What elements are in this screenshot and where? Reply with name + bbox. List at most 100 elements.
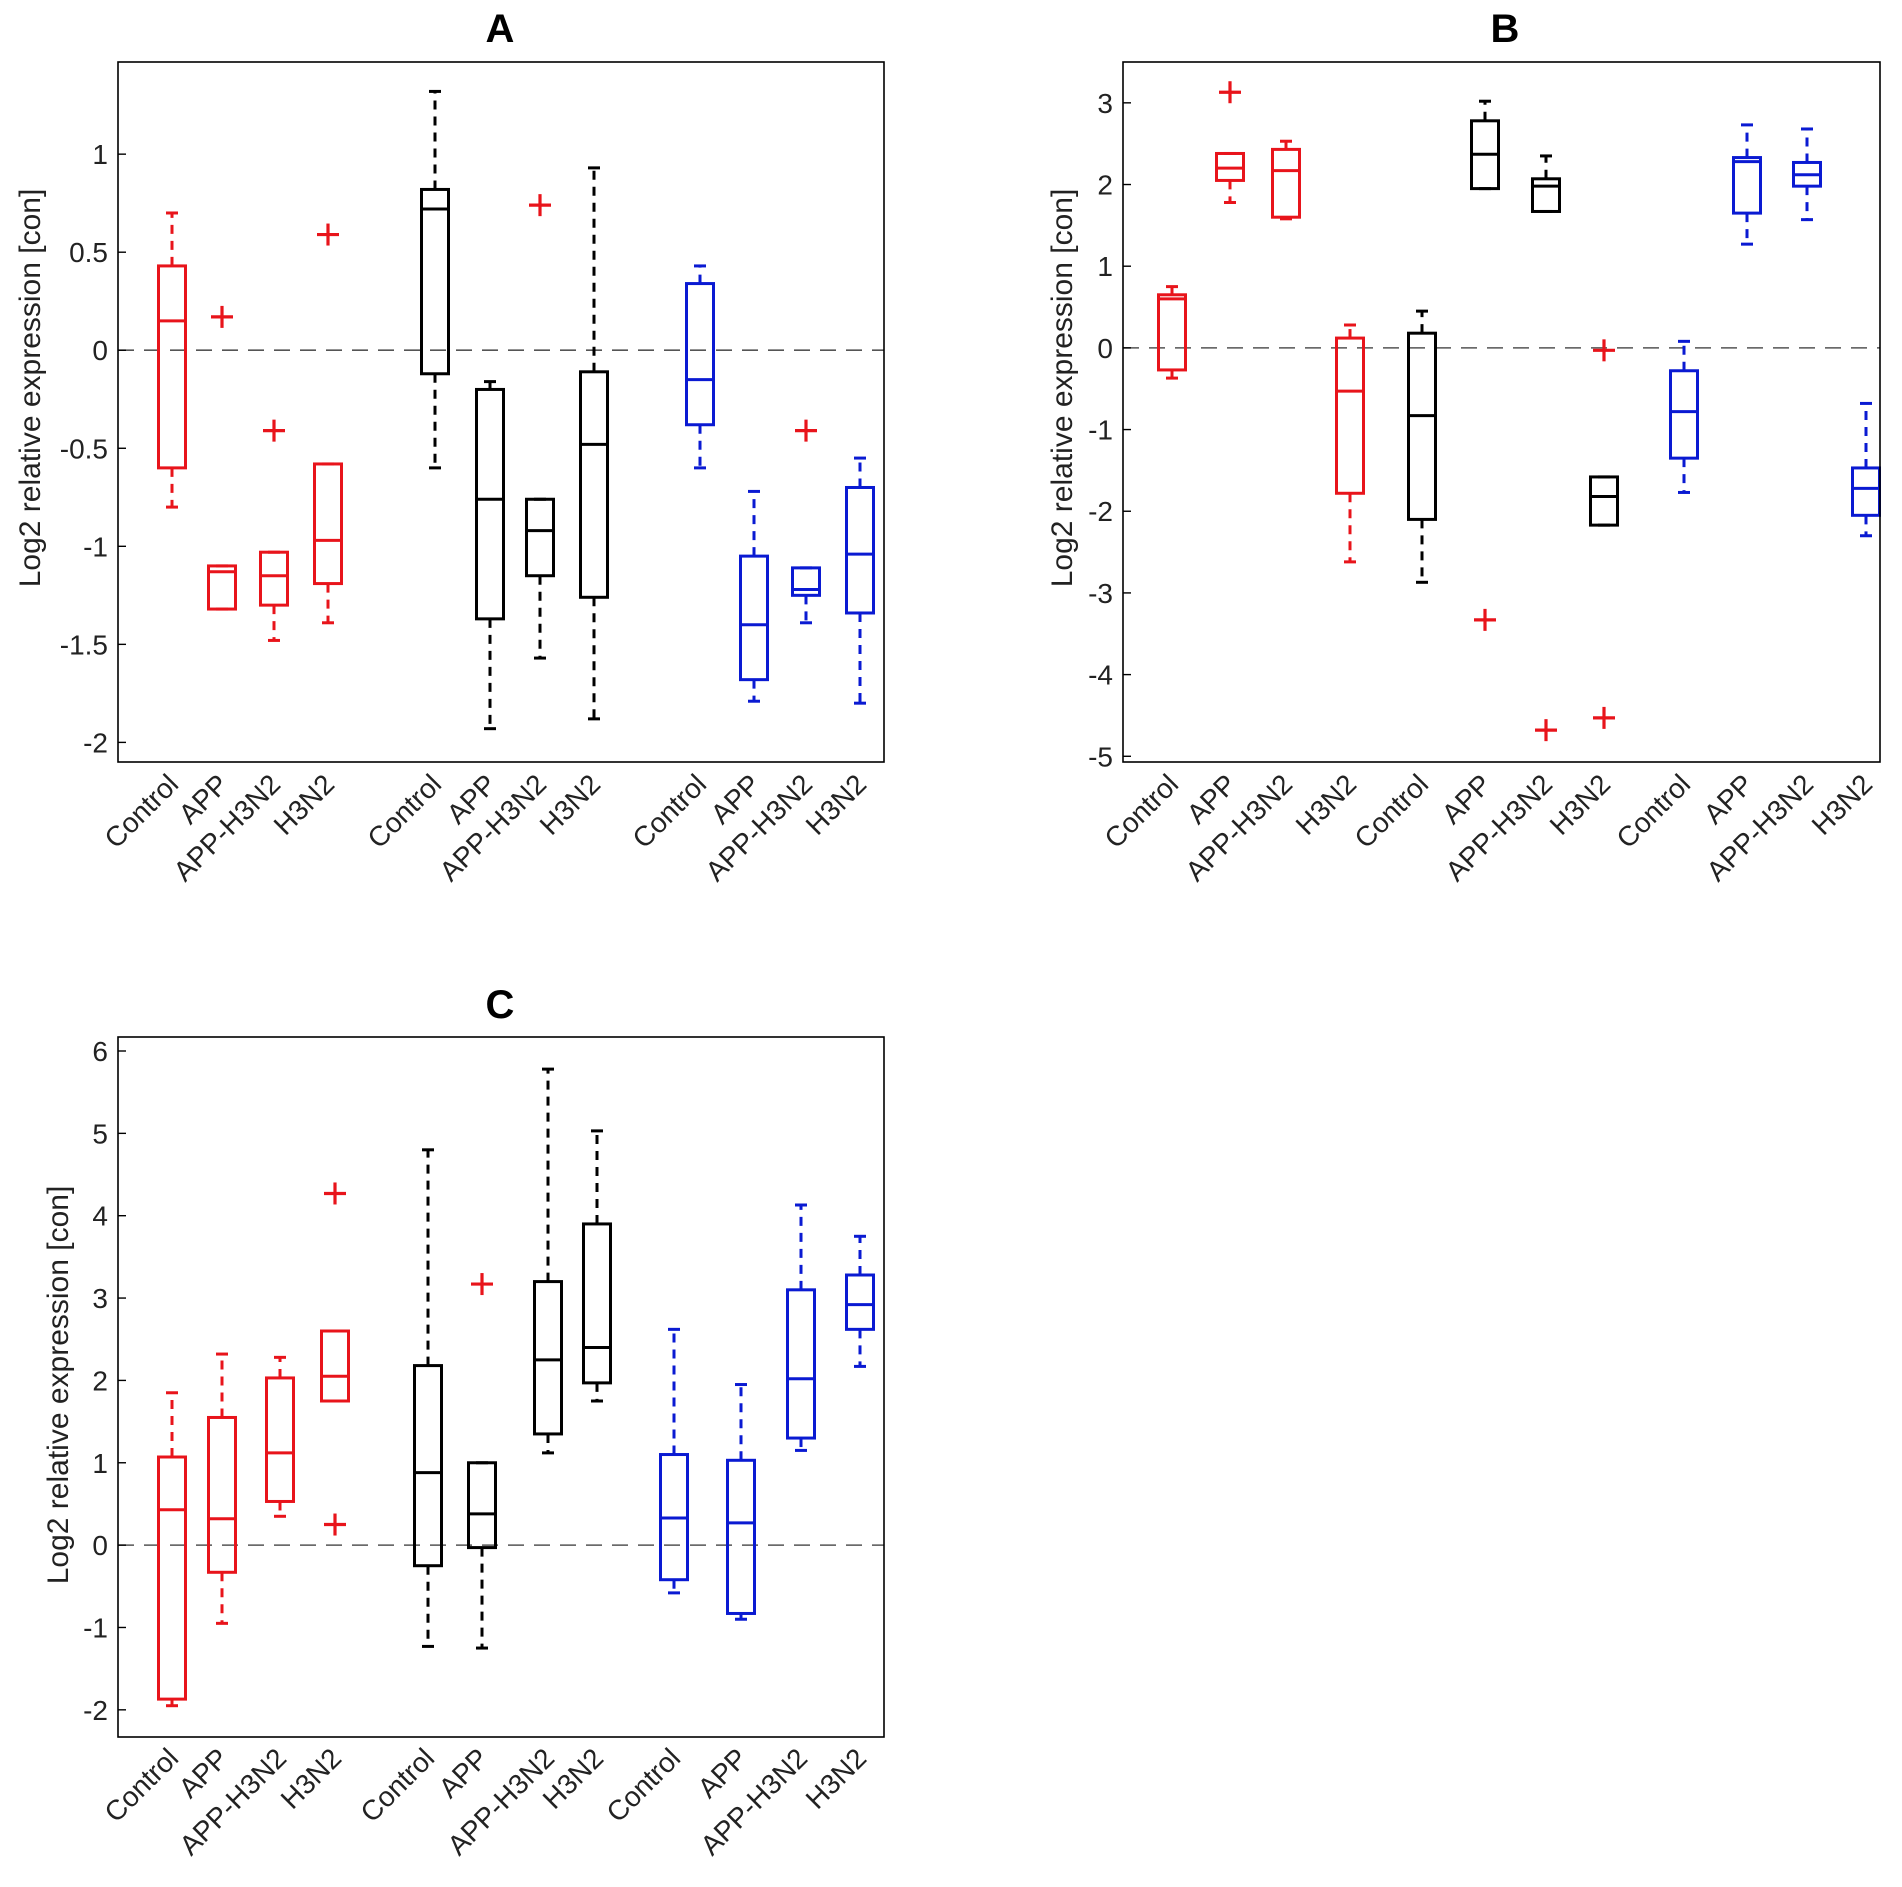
outlier-marker (1474, 608, 1496, 631)
plot-frame (117, 61, 885, 763)
box-b-g2-1 (1407, 309, 1437, 584)
outlier-marker (1219, 81, 1241, 104)
category-label: Control (600, 1742, 686, 1828)
y-tick-label: 2 (1097, 170, 1113, 201)
box-a-g2-3 (525, 194, 555, 660)
outlier-marker (211, 305, 233, 328)
y-tick-label: -1.5 (60, 629, 108, 660)
box-a-g3-3 (791, 419, 821, 625)
panel-a-ylabel: Log2 relative expression [con] (14, 189, 47, 588)
box-c-g2-1 (413, 1148, 443, 1648)
iqr-box (1851, 466, 1881, 517)
category-label: Control (626, 768, 712, 854)
iqr-box (739, 554, 769, 682)
y-tick-label: -5 (1088, 741, 1113, 772)
box-b-g3-4 (1851, 401, 1881, 538)
y-tick-label: -0.5 (60, 433, 108, 464)
category-label: H3N2 (268, 768, 341, 841)
iqr-box (1589, 475, 1619, 527)
y-tick-label: 0 (92, 1530, 108, 1561)
y-tick-label: -1 (83, 1612, 108, 1643)
plot-frame (117, 1036, 885, 1738)
iqr-box (579, 370, 609, 599)
plot-frame (1122, 61, 1881, 763)
iqr-box (1407, 331, 1437, 521)
outlier-marker (263, 419, 285, 442)
iqr-box (786, 1288, 816, 1440)
category-label: Control (1348, 768, 1434, 854)
category-label: Control (98, 768, 184, 854)
category-label: Control (354, 1742, 440, 1828)
y-tick-label: 1 (92, 1448, 108, 1479)
y-tick-label: 0.5 (69, 237, 108, 268)
iqr-box (726, 1458, 756, 1615)
iqr-box (791, 566, 821, 597)
y-tick-label: 0 (92, 335, 108, 366)
outlier-marker (795, 419, 817, 442)
box-c-g2-2 (467, 1273, 497, 1650)
iqr-box (467, 1461, 497, 1550)
y-tick-label: -1 (1088, 415, 1113, 446)
panel-a-title: A (486, 7, 515, 51)
iqr-box (1732, 156, 1762, 215)
iqr-box (413, 1364, 443, 1568)
box-b-g1-2 (1215, 81, 1245, 204)
iqr-box (845, 1273, 875, 1331)
iqr-box (1531, 177, 1561, 213)
box-c-g1-1 (157, 1391, 187, 1708)
iqr-box (265, 1376, 295, 1503)
box-a-g2-4 (579, 166, 609, 721)
category-label: Control (1610, 768, 1696, 854)
panel-b-ylabel: Log2 relative expression [con] (1046, 189, 1079, 588)
y-tick-label: 4 (92, 1201, 108, 1232)
iqr-box (1157, 293, 1187, 372)
category-label: Control (1098, 768, 1184, 854)
category-label: H3N2 (1544, 768, 1617, 841)
box-b-g2-4 (1589, 339, 1619, 729)
category-label: H3N2 (1806, 768, 1879, 841)
box-a-g3-1 (685, 264, 715, 470)
box-b-g3-1 (1669, 339, 1699, 494)
category-label: Control (98, 1742, 184, 1828)
panel-b: B Log2 relative expression [con] Control… (1046, 7, 1881, 887)
outlier-marker (529, 194, 551, 217)
y-tick-label: -2 (1088, 496, 1113, 527)
iqr-box (157, 1455, 187, 1701)
iqr-box (1669, 369, 1699, 460)
box-b-g3-2 (1732, 123, 1762, 246)
y-tick-label: -1 (83, 531, 108, 562)
box-a-g1-3 (259, 419, 289, 642)
iqr-box (259, 550, 289, 607)
y-tick-label: -3 (1088, 578, 1113, 609)
y-tick-label: 6 (92, 1036, 108, 1067)
box-c-g2-3 (533, 1067, 563, 1455)
iqr-box (157, 264, 187, 470)
box-c-g3-2 (726, 1383, 756, 1621)
box-c-g3-1 (659, 1327, 689, 1595)
box-c-g2-4 (582, 1129, 612, 1403)
iqr-box (582, 1222, 612, 1385)
category-label: Control (361, 768, 447, 854)
y-tick-label: 1 (92, 139, 108, 170)
box-b-g1-4 (1335, 323, 1365, 564)
box-c-g3-4 (845, 1234, 875, 1368)
box-b-g1-1 (1157, 285, 1187, 380)
box-a-g3-4 (845, 456, 875, 705)
outlier-marker (324, 1182, 346, 1205)
iqr-box (1271, 147, 1301, 219)
outlier-marker (471, 1273, 493, 1296)
iqr-box (845, 485, 875, 615)
iqr-box (207, 1415, 237, 1574)
box-b-g1-3 (1271, 139, 1301, 221)
category-label: H3N2 (800, 1742, 873, 1815)
box-a-g2-1 (420, 89, 450, 470)
iqr-box (533, 1280, 563, 1436)
panel-c-title: C (486, 983, 515, 1027)
y-tick-label: -4 (1088, 660, 1113, 691)
category-label: H3N2 (800, 768, 873, 841)
outlier-marker (1535, 719, 1557, 742)
y-tick-label: 3 (1097, 88, 1113, 119)
box-a-g2-2 (475, 380, 505, 731)
